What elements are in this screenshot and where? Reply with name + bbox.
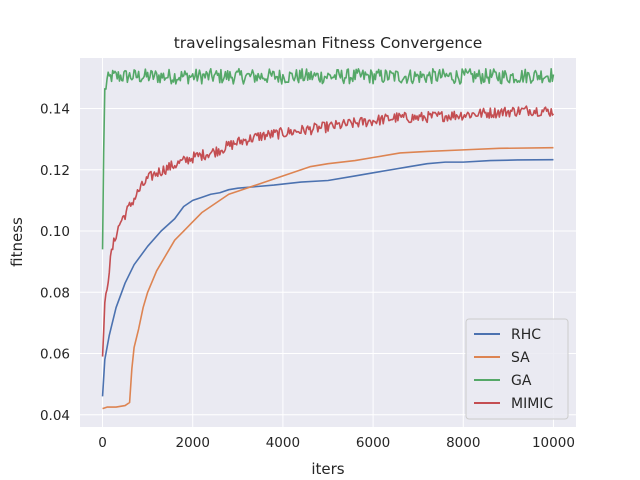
legend-label-ga: GA — [511, 373, 532, 389]
legend-label-sa: SA — [511, 350, 530, 366]
y-tick-label: 0.06 — [40, 347, 70, 363]
y-tick-label: 0.04 — [40, 408, 70, 424]
y-tick-label: 0.08 — [40, 285, 70, 301]
legend-label-rhc: RHC — [511, 327, 541, 343]
legend-label-mimic: MIMIC — [511, 396, 553, 412]
series-line-mimic — [101, 105, 555, 357]
series-line-sa — [102, 146, 554, 410]
tick-labels: 0 2000 4000 6000 8000 10000 0.04 0.06 0.08 0.10 0.… — [40, 102, 575, 451]
series-line-rhc — [101, 158, 554, 397]
x-tick-label: 2000 — [176, 435, 210, 451]
x-tick-label: 8000 — [446, 435, 480, 451]
y-tick-label: 0.12 — [40, 163, 70, 179]
x-tick-label: 6000 — [356, 435, 390, 451]
y-axis-title: fitness — [8, 217, 26, 267]
series-layer — [101, 67, 555, 410]
series-line-ga — [101, 67, 555, 250]
chart-title: travelingsalesman Fitness Convergence — [174, 34, 483, 52]
y-tick-label: 0.10 — [40, 224, 70, 240]
legend: RHC SA GA MIMIC — [465, 318, 569, 420]
legend-box — [465, 318, 569, 420]
x-axis-title: iters — [311, 460, 344, 478]
x-tick-label: 10000 — [532, 435, 575, 451]
x-tick-label: 0 — [98, 435, 107, 451]
x-tick-label: 4000 — [266, 435, 300, 451]
y-tick-label: 0.14 — [40, 102, 70, 118]
